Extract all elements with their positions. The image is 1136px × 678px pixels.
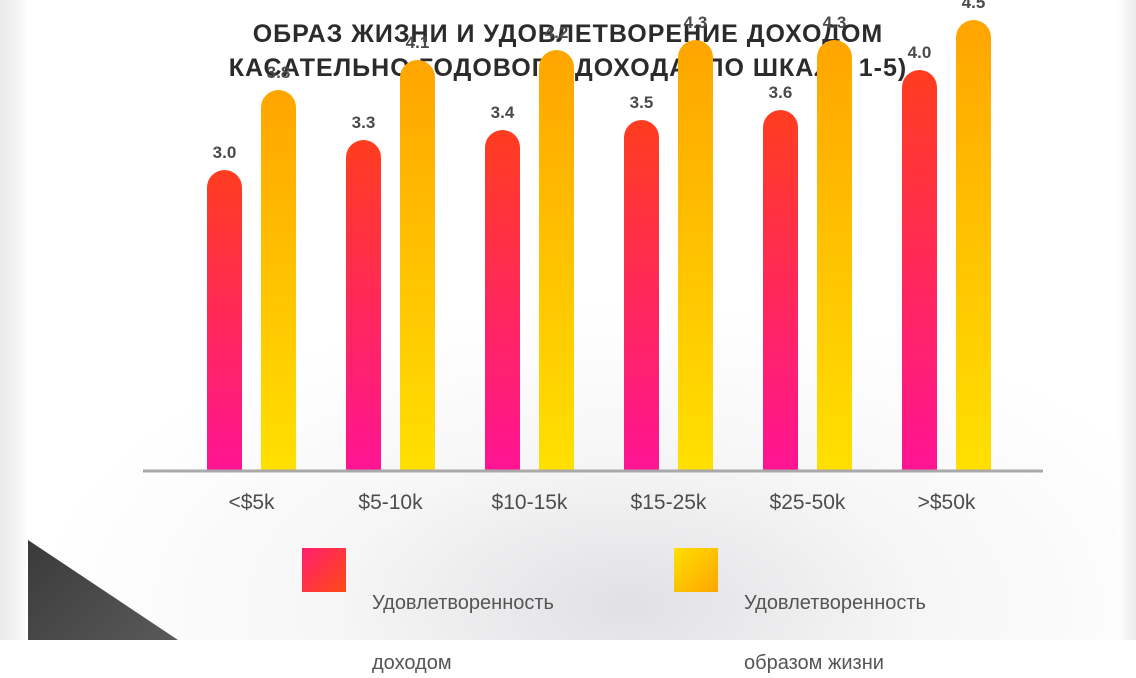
bar-lifestyle-4	[817, 40, 852, 470]
value-label-income-2: 3.4	[491, 103, 515, 122]
legend-label-lifestyle-line-1: Удовлетворенность	[744, 592, 926, 614]
value-label-lifestyle-0: 3.8	[267, 63, 291, 82]
chart-title-line-1: ОБРАЗ ЖИЗНИ И УДОВЛЕТВОРЕНИЕ ДОХОДОМ	[252, 20, 884, 48]
value-label-lifestyle-1: 4.1	[406, 33, 430, 52]
legend-label-income: Удовлетворенность доходом	[372, 558, 554, 678]
value-label-income-3: 3.5	[630, 93, 654, 112]
bar-lifestyle-2	[539, 50, 574, 470]
legend-label-income-line-2: доходом	[372, 652, 452, 674]
bar-lifestyle-5	[956, 19, 991, 470]
bar-income-0	[207, 170, 242, 470]
bar-income-2	[485, 130, 520, 470]
value-label-lifestyle-4: 4.3	[823, 13, 847, 32]
bar-lifestyle-3	[678, 40, 713, 470]
x-tick-label-4: $25-50k	[770, 491, 846, 514]
value-label-income-4: 3.6	[769, 83, 793, 102]
bar-income-4	[763, 110, 798, 470]
bar-lifestyle-1	[400, 59, 435, 470]
legend-swatch-lifestyle	[674, 548, 718, 592]
value-label-lifestyle-2: 4.2	[545, 23, 569, 42]
legend-item-lifestyle: Удовлетворенность образом жизни	[674, 548, 926, 678]
legend-label-lifestyle: Удовлетворенность образом жизни	[744, 558, 926, 678]
value-label-lifestyle-3: 4.3	[684, 13, 708, 32]
legend-label-lifestyle-line-2: образом жизни	[744, 652, 884, 674]
value-label-lifestyle-5: 4.5	[962, 0, 986, 12]
bar-income-5	[902, 70, 937, 470]
bar-income-1	[346, 140, 381, 470]
left-frame-edge	[0, 0, 28, 640]
legend-item-income: Удовлетворенность доходом	[302, 548, 554, 678]
legend-swatch-income	[302, 548, 346, 592]
value-label-income-5: 4.0	[908, 43, 932, 62]
x-tick-label-1: $5-10k	[358, 491, 423, 514]
value-label-income-0: 3.0	[213, 143, 237, 162]
right-frame-edge	[1118, 0, 1136, 640]
bar-chart: 3.0 3.8 <$5k 3.3 4.1 $5-10k 3.4 4.2 $10-15k 3.5 4.…	[143, 0, 1043, 514]
x-tick-label-3: $15-25k	[631, 491, 707, 514]
x-tick-label-2: $10-15k	[492, 491, 568, 514]
value-label-income-1: 3.3	[352, 113, 376, 132]
bar-lifestyle-0	[261, 90, 296, 470]
legend-label-income-line-1: Удовлетворенность	[372, 592, 554, 614]
bar-income-3	[624, 120, 659, 470]
x-tick-label-0: <$5k	[228, 491, 275, 514]
x-tick-label-5: >$50k	[918, 491, 976, 514]
